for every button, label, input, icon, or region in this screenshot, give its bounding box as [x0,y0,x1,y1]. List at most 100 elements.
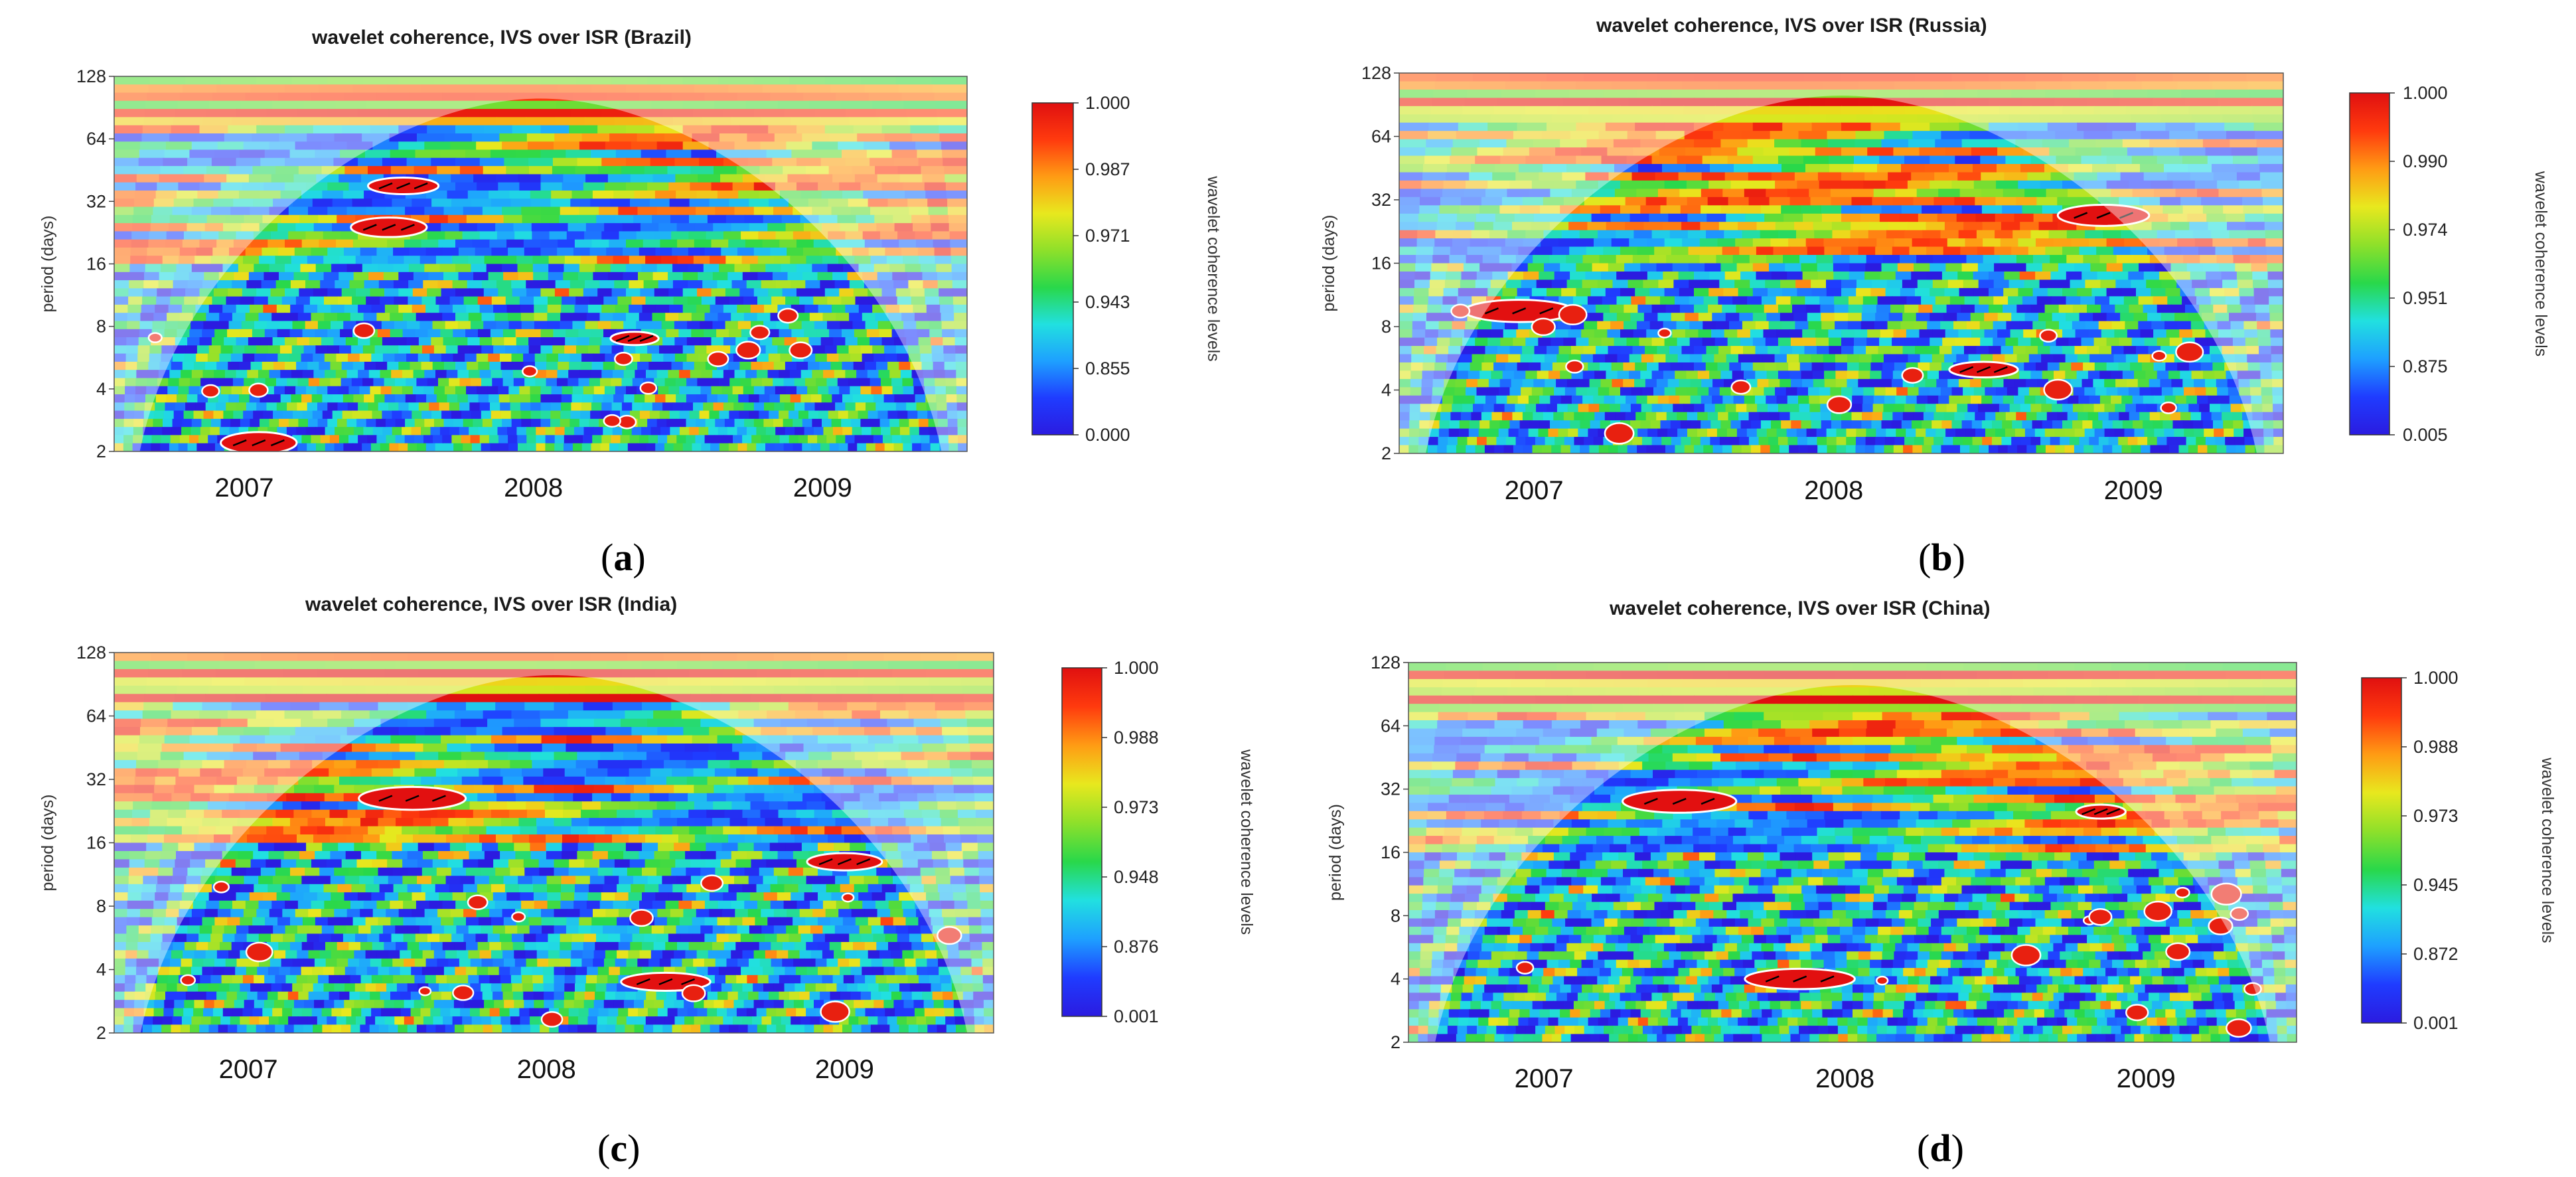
coherence-cell [245,313,260,322]
coherence-cell [262,361,274,371]
coherence-cell [796,84,832,94]
coherence-cell [2024,189,2047,198]
coherence-cell [1719,279,1736,289]
coherence-cell [173,353,185,362]
coherence-cell [378,117,410,126]
coherence-cell [847,272,864,281]
coherence-cell [1450,246,1468,256]
coherence-cell [929,329,943,339]
coherence-cell [162,256,179,265]
coherence-cell [2226,131,2256,140]
coherence-cell [2251,263,2268,272]
coherence-cell [250,304,264,314]
coherence-cell [1694,98,1728,107]
colorbar-tick-label: 0.987 [1085,159,1130,179]
coherence-cell [1664,122,1695,132]
coherence-cell [579,264,596,273]
coherence-cell [1610,321,1624,331]
coherence-cell [216,321,230,330]
coherence-cell [1436,73,1474,82]
coherence-cell [260,157,285,167]
coherence-cell [753,288,769,297]
coherence-cell [751,361,763,371]
coherence-cell [292,321,306,330]
coherence-cell [1463,263,1481,272]
coherence-cell [1450,412,1462,422]
coherence-cell [432,321,446,330]
coherence-cell [1535,246,1553,256]
coherence-cell [549,231,568,240]
coherence-cell [265,353,279,362]
coherence-cell [271,174,295,183]
coherence-cell [682,125,712,134]
coherence-cell [1791,420,1802,430]
coherence-cell [1923,98,1957,107]
coherence-cell [1636,189,1659,198]
coherence-cell [2153,147,2180,157]
coherence-cell [1775,180,1798,190]
coherence-cell [2016,255,2034,264]
coherence-cell [913,304,927,314]
coherence-cell [2115,279,2132,289]
coherence-cell [1399,255,1417,264]
coherence-cell [339,435,349,444]
coherence-cell [611,288,627,297]
coherence-cell [1662,222,1683,231]
coherence-cell [1997,164,2021,173]
coherence-cell [499,443,510,451]
coherence-cell [256,288,271,297]
coherence-cell [899,304,914,314]
coherence-cell [1973,272,1989,281]
coherence-cell [864,239,883,248]
coherence-cell [838,353,851,362]
coherence-cell [508,443,518,451]
coherence-cell [479,304,494,314]
coherence-cell [384,304,400,314]
coherence-cell [1466,255,1483,264]
coherence-field [114,76,967,451]
coherence-cell [1961,139,1989,149]
coherence-cell [1949,395,1961,405]
coherence-cell [435,256,453,265]
coherence-cell [2243,321,2258,331]
coherence-cell [2151,222,2171,231]
coherence-cell [163,418,173,428]
coherence-cell [782,288,797,297]
coherence-cell [651,100,684,110]
coherence-cell [114,141,141,151]
coherence-cell [2201,412,2212,422]
coherence-cell [2016,196,2038,206]
coherence-cell [516,256,534,265]
coherence-cell [1650,420,1661,430]
coherence-cell [781,214,801,224]
coherence-cell [2152,98,2186,107]
coherence-cell [269,264,285,273]
coherence-cell [1517,362,1530,372]
coherence-cell [1628,279,1644,289]
coherence-cell [391,370,403,379]
coherence-cell [2140,164,2164,173]
coherence-cell [863,191,885,200]
coherence-cell [810,174,834,183]
coherence-cell [114,133,143,143]
coherence-cell [1815,329,1829,339]
coherence-cell [362,345,376,354]
coherence-cell [185,76,222,86]
coherence-cell [466,214,486,224]
coherence-cell [335,100,368,110]
coherence-cell [285,239,303,248]
coherence-cell [753,418,765,428]
coherence-cell [259,223,278,232]
coherence-cell [908,117,939,126]
coherence-cell [737,321,751,330]
coherence-cell [1835,378,1848,388]
coherence-cell [348,182,371,191]
coherence-cell [818,386,830,395]
coherence-cell [2235,263,2252,272]
coherence-cell [1852,395,1864,405]
coherence-cell [149,345,163,354]
coherence-cell [244,214,264,224]
coherence-cell [906,402,917,412]
coherence-cell [1879,213,1900,223]
coherence-cell [2244,329,2258,339]
